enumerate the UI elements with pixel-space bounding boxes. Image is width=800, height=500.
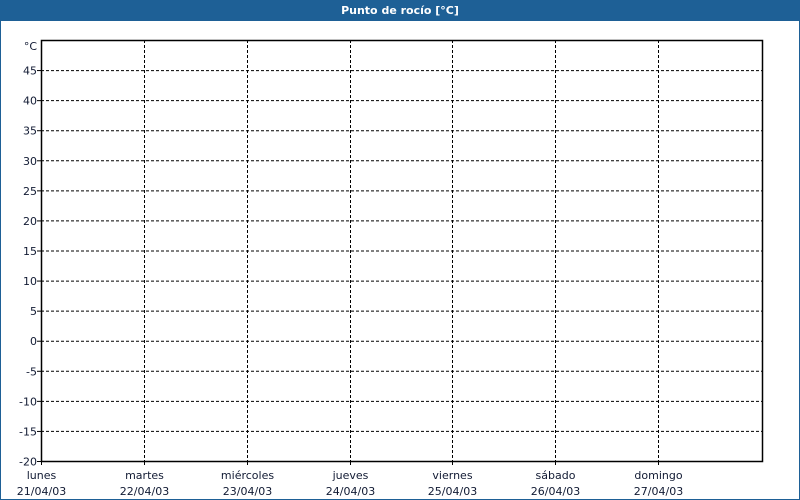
x-tick-day: sábado bbox=[536, 469, 576, 482]
x-tick-date: 23/04/03 bbox=[223, 485, 272, 498]
x-tick-day: miércoles bbox=[221, 469, 274, 482]
y-tick-label: 25 bbox=[23, 185, 37, 198]
y-tick-label: 0 bbox=[30, 335, 37, 348]
y-tick-label: 20 bbox=[23, 215, 37, 228]
x-tick-day: martes bbox=[125, 469, 164, 482]
x-tick-day: domingo bbox=[634, 469, 682, 482]
y-tick-label: -20 bbox=[19, 456, 37, 469]
y-tick-label: -10 bbox=[19, 395, 37, 408]
x-tick-date: 26/04/03 bbox=[531, 485, 580, 498]
y-tick-label: 15 bbox=[23, 245, 37, 258]
y-tick-label: 5 bbox=[30, 305, 37, 318]
y-tick-label: -5 bbox=[26, 365, 37, 378]
y-tick-label: -15 bbox=[19, 425, 37, 438]
x-tick-day: jueves bbox=[332, 469, 369, 482]
y-tick-label: 30 bbox=[23, 155, 37, 168]
x-tick-day: viernes bbox=[432, 469, 472, 482]
x-tick-date: 21/04/03 bbox=[17, 485, 66, 498]
y-tick-label: 35 bbox=[23, 125, 37, 138]
chart-title: Punto de rocío [°C] bbox=[1, 1, 799, 21]
x-tick-date: 25/04/03 bbox=[428, 485, 477, 498]
x-tick-day: lunes bbox=[27, 469, 57, 482]
y-tick-label: 45 bbox=[23, 65, 37, 78]
x-tick-date: 22/04/03 bbox=[120, 485, 169, 498]
x-tick-date: 27/04/03 bbox=[634, 485, 683, 498]
plot-area bbox=[40, 39, 764, 463]
y-tick-label: 10 bbox=[23, 275, 37, 288]
x-tick-date: 24/04/03 bbox=[326, 485, 375, 498]
y-axis-unit: °C bbox=[24, 40, 38, 53]
y-tick-label: 40 bbox=[23, 95, 37, 108]
